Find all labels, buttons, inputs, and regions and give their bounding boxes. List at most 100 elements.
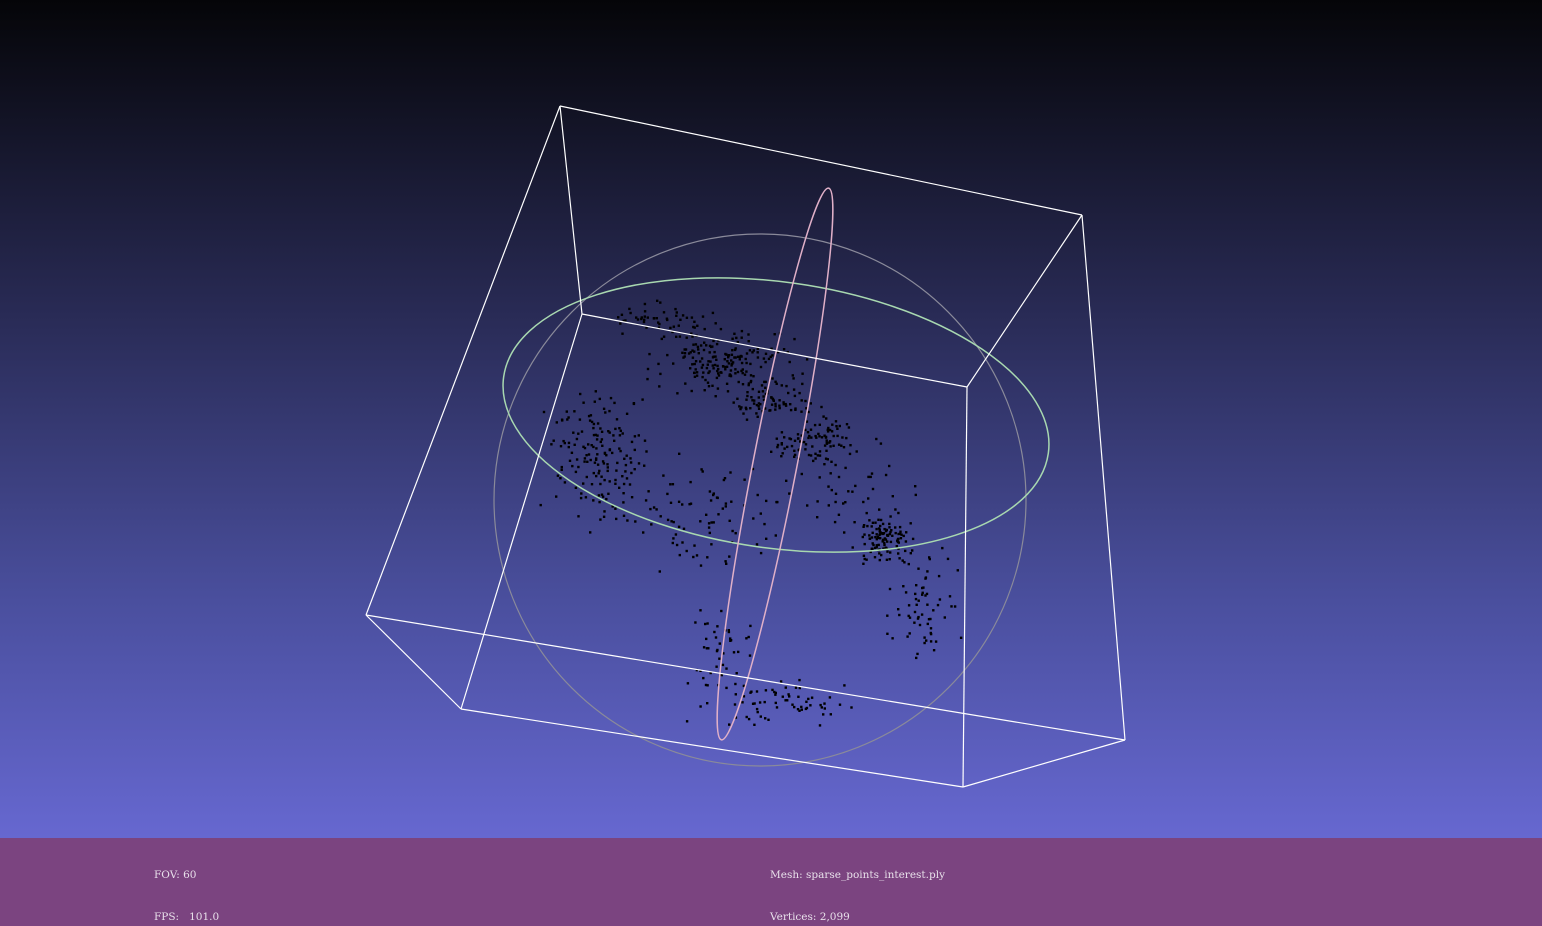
point	[925, 639, 928, 642]
point	[705, 366, 709, 370]
point	[624, 470, 627, 473]
point	[566, 418, 569, 421]
point	[691, 349, 694, 352]
point	[751, 351, 754, 354]
point	[827, 426, 830, 430]
point	[888, 587, 892, 591]
point	[713, 363, 717, 367]
point	[724, 505, 727, 508]
point	[662, 335, 666, 338]
point	[733, 703, 737, 706]
point	[904, 549, 907, 553]
point	[693, 350, 696, 353]
point	[948, 595, 952, 598]
point	[901, 559, 904, 562]
point	[934, 640, 938, 643]
point	[921, 591, 924, 594]
point	[715, 342, 719, 346]
point	[717, 372, 720, 375]
point	[897, 541, 900, 544]
point	[792, 377, 795, 380]
point	[804, 448, 807, 451]
point	[818, 435, 821, 438]
point	[741, 371, 744, 375]
point	[646, 367, 650, 371]
point	[869, 475, 872, 479]
point	[879, 518, 883, 522]
point	[708, 370, 711, 373]
point	[731, 349, 734, 352]
box-edge	[460, 313, 583, 710]
point	[727, 354, 731, 357]
point	[643, 464, 646, 467]
point	[871, 531, 874, 534]
point	[849, 444, 852, 447]
point	[789, 408, 793, 412]
point	[622, 482, 626, 486]
point	[776, 443, 780, 447]
point	[618, 434, 622, 437]
point	[898, 525, 902, 529]
render-info: FOV: 60 FPS: 101.0 BO_RENDERING	[154, 840, 246, 926]
point	[600, 475, 603, 478]
point	[730, 353, 734, 356]
point	[575, 458, 579, 461]
point	[771, 377, 774, 380]
point	[848, 452, 852, 456]
point	[599, 427, 602, 430]
point	[837, 475, 841, 479]
point	[643, 439, 647, 442]
point	[628, 307, 631, 311]
point	[749, 380, 752, 384]
point	[807, 697, 810, 701]
point	[836, 427, 839, 430]
point	[684, 348, 688, 351]
point	[818, 476, 821, 479]
point	[622, 492, 625, 495]
point-cloud	[539, 299, 963, 727]
point	[729, 374, 732, 377]
point	[715, 665, 718, 668]
point	[714, 395, 717, 398]
point	[752, 402, 756, 405]
point	[669, 483, 672, 486]
point	[837, 513, 841, 516]
point	[915, 603, 918, 606]
point	[764, 380, 767, 384]
point	[788, 437, 791, 440]
info-line: FOV: 60	[154, 869, 197, 881]
point	[830, 488, 833, 492]
point	[801, 382, 804, 386]
point	[888, 526, 891, 529]
point	[793, 337, 796, 341]
point	[830, 430, 834, 433]
point	[763, 407, 767, 410]
point	[747, 717, 751, 721]
point	[614, 482, 617, 485]
point	[595, 474, 598, 478]
point	[747, 340, 750, 343]
point	[657, 321, 660, 324]
point	[719, 371, 722, 374]
point	[692, 343, 695, 346]
point	[681, 351, 684, 354]
point	[751, 387, 754, 391]
point	[806, 431, 810, 434]
info-line: FPS: 101.0	[154, 911, 220, 923]
point	[763, 700, 766, 704]
point	[913, 610, 917, 614]
point	[629, 461, 633, 464]
point	[781, 695, 784, 698]
point	[743, 373, 747, 376]
point	[758, 701, 762, 704]
point	[794, 686, 798, 689]
point	[685, 549, 688, 553]
point	[764, 360, 767, 364]
point	[583, 457, 587, 460]
point	[909, 522, 912, 525]
point	[773, 690, 776, 694]
point	[603, 478, 606, 482]
point	[706, 556, 709, 559]
point	[753, 723, 756, 726]
point	[745, 361, 748, 365]
